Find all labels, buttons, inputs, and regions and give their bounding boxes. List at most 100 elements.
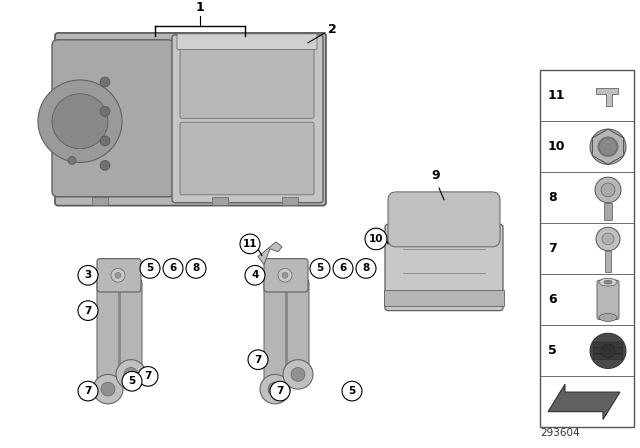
Circle shape — [124, 367, 138, 381]
Text: 8: 8 — [193, 263, 200, 273]
Polygon shape — [548, 384, 620, 419]
Bar — [282, 197, 298, 205]
Text: 7: 7 — [144, 371, 152, 381]
Circle shape — [78, 301, 98, 320]
Text: 7: 7 — [548, 242, 557, 255]
FancyBboxPatch shape — [120, 279, 142, 375]
FancyBboxPatch shape — [172, 35, 323, 202]
Text: 293604: 293604 — [540, 428, 580, 438]
Text: 5: 5 — [147, 263, 154, 273]
Circle shape — [38, 80, 122, 163]
Text: 2: 2 — [328, 23, 337, 36]
Circle shape — [163, 258, 183, 278]
Circle shape — [100, 77, 110, 87]
Circle shape — [115, 272, 121, 278]
Text: 5: 5 — [348, 386, 356, 396]
Text: 7: 7 — [276, 386, 284, 396]
Text: 5: 5 — [316, 263, 324, 273]
Circle shape — [595, 177, 621, 202]
Text: 6: 6 — [170, 263, 177, 273]
Circle shape — [342, 381, 362, 401]
Circle shape — [590, 129, 626, 164]
FancyBboxPatch shape — [287, 279, 309, 375]
Text: 1: 1 — [196, 1, 204, 14]
Text: 4: 4 — [252, 270, 259, 280]
Circle shape — [240, 234, 260, 254]
Circle shape — [78, 381, 98, 401]
Circle shape — [602, 233, 614, 245]
Bar — [384, 290, 504, 306]
Circle shape — [278, 268, 292, 282]
Circle shape — [93, 375, 123, 404]
Circle shape — [245, 266, 265, 285]
Bar — [212, 197, 228, 205]
Text: 7: 7 — [84, 306, 92, 316]
Text: 8: 8 — [362, 263, 370, 273]
Circle shape — [260, 375, 290, 404]
FancyBboxPatch shape — [264, 279, 286, 390]
Bar — [605, 251, 611, 272]
Circle shape — [270, 381, 290, 401]
Circle shape — [111, 268, 125, 282]
Circle shape — [590, 333, 626, 369]
Ellipse shape — [604, 280, 612, 284]
FancyBboxPatch shape — [593, 342, 623, 348]
Text: 5: 5 — [548, 345, 557, 358]
FancyBboxPatch shape — [180, 44, 314, 118]
Text: 11: 11 — [548, 89, 566, 102]
Text: 3: 3 — [84, 270, 92, 280]
Text: 10: 10 — [369, 234, 383, 244]
Bar — [92, 197, 108, 205]
Circle shape — [365, 228, 387, 250]
Ellipse shape — [599, 314, 617, 321]
Circle shape — [601, 344, 615, 358]
Circle shape — [248, 350, 268, 370]
Text: 7: 7 — [254, 355, 262, 365]
Polygon shape — [593, 129, 623, 164]
Bar — [604, 202, 612, 220]
Circle shape — [356, 258, 376, 278]
Circle shape — [101, 382, 115, 396]
Text: 11: 11 — [243, 239, 257, 249]
Circle shape — [140, 258, 160, 278]
Circle shape — [599, 138, 617, 155]
Circle shape — [291, 367, 305, 381]
Circle shape — [122, 371, 142, 391]
Circle shape — [601, 183, 615, 197]
Circle shape — [268, 382, 282, 396]
Text: 10: 10 — [548, 140, 566, 153]
Circle shape — [282, 272, 288, 278]
Circle shape — [283, 360, 313, 389]
FancyBboxPatch shape — [593, 348, 623, 354]
FancyBboxPatch shape — [52, 40, 174, 197]
Text: 6: 6 — [339, 263, 347, 273]
Circle shape — [310, 258, 330, 278]
Text: 8: 8 — [548, 191, 557, 204]
Text: 7: 7 — [84, 386, 92, 396]
Polygon shape — [258, 242, 282, 264]
Circle shape — [52, 94, 108, 149]
FancyBboxPatch shape — [55, 33, 326, 206]
Text: 9: 9 — [432, 169, 440, 182]
FancyBboxPatch shape — [597, 280, 619, 319]
Circle shape — [116, 360, 146, 389]
Bar — [540, 70, 634, 427]
FancyBboxPatch shape — [177, 34, 317, 50]
Circle shape — [100, 160, 110, 170]
Circle shape — [100, 107, 110, 116]
FancyBboxPatch shape — [385, 224, 503, 310]
Text: 6: 6 — [548, 293, 557, 306]
Circle shape — [596, 227, 620, 251]
FancyBboxPatch shape — [180, 122, 314, 195]
Circle shape — [598, 137, 618, 156]
FancyBboxPatch shape — [97, 258, 141, 292]
FancyBboxPatch shape — [97, 279, 119, 390]
Circle shape — [333, 258, 353, 278]
Polygon shape — [596, 88, 618, 106]
FancyBboxPatch shape — [388, 192, 500, 247]
Circle shape — [138, 366, 158, 386]
FancyBboxPatch shape — [593, 354, 623, 360]
Circle shape — [78, 266, 98, 285]
Circle shape — [100, 136, 110, 146]
Circle shape — [68, 156, 76, 164]
